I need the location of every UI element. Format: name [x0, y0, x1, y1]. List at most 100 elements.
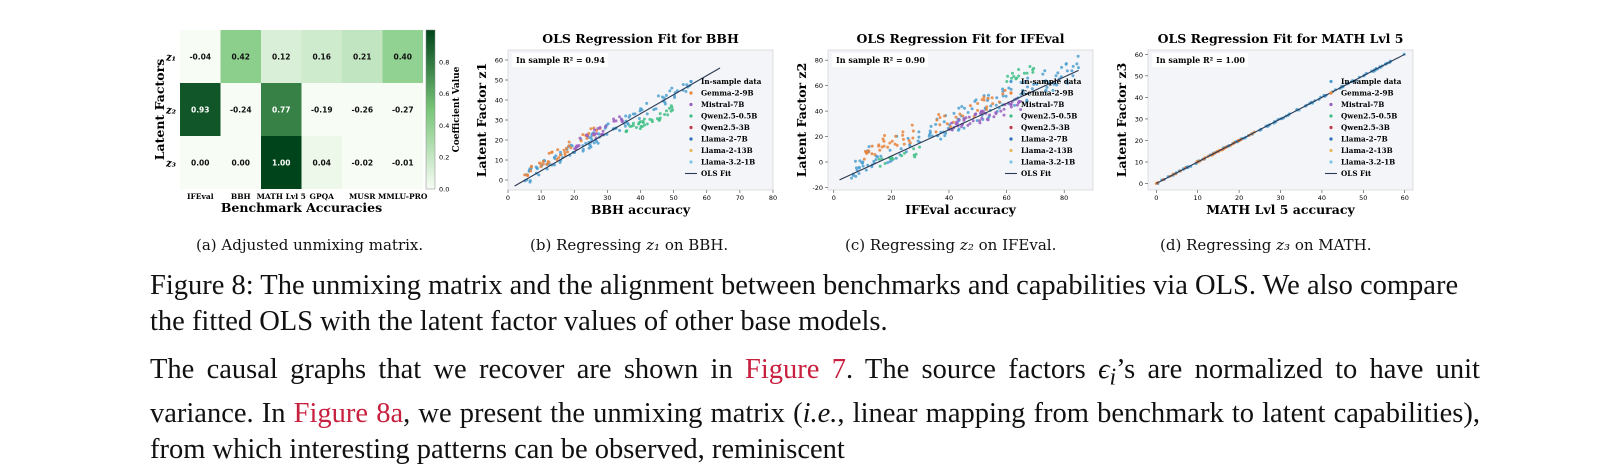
x-tick-label: 0: [1154, 194, 1158, 202]
scatter-point: [1044, 88, 1048, 92]
y-tick-label: 0: [1139, 180, 1143, 188]
scatter-point: [886, 161, 890, 165]
scatter-point: [959, 125, 963, 129]
scatter-point: [865, 150, 869, 154]
legend-label: Qwen2.5-3B: [1341, 123, 1390, 132]
heatmap-cell-label: -0.24: [230, 106, 252, 115]
scatter-panel-math: OLS Regression Fit for MATH Lvl 5 0 10 20 30…: [1110, 30, 1420, 230]
heatmap-col-label: BBH: [231, 192, 251, 201]
scatter-point: [938, 116, 942, 120]
y-tick-label: 50: [495, 77, 503, 85]
scatter-point: [928, 131, 932, 135]
subcaption-a: (a) Adjusted unmixing matrix.: [196, 236, 423, 254]
scatter-point: [639, 124, 643, 128]
subcaption-b-suffix: on BBH.: [660, 236, 729, 254]
y-tick-label: 20: [815, 133, 823, 141]
scatter-point: [556, 148, 560, 152]
scatter-point: [529, 165, 533, 169]
subcaption-d-suffix: on MATH.: [1290, 236, 1372, 254]
legend-label: Llama-2-7B: [1341, 135, 1388, 144]
scatter-point: [567, 140, 571, 144]
scatter-point: [987, 93, 991, 97]
heatmap-cell-label: 0.77: [272, 106, 291, 115]
x-tick-label: 10: [1194, 194, 1202, 202]
scatter-point: [1076, 54, 1080, 58]
scatter-point: [1006, 74, 1010, 78]
scatter-point: [1019, 92, 1023, 96]
scatter-point: [911, 129, 915, 133]
scatter-xlabel: BBH accuracy: [591, 202, 691, 217]
scatter-point: [1025, 71, 1029, 75]
y-tick-label: 20: [1135, 137, 1143, 145]
scatter-point: [547, 151, 551, 155]
scatter-point: [624, 114, 628, 118]
scatter-point: [995, 96, 999, 100]
subcaption-b-prefix: (b) Regressing: [530, 236, 647, 254]
scatter-point: [974, 112, 978, 116]
scatter-point: [593, 133, 597, 137]
scatter-point: [888, 141, 892, 145]
scatter-point: [895, 143, 899, 147]
heatmap-col-label: GPQA: [310, 192, 335, 201]
y-tick-label: 40: [815, 108, 823, 116]
scatter-point: [950, 128, 954, 132]
scatter-title: OLS Regression Fit for BBH: [542, 31, 739, 46]
scatter-point: [986, 96, 990, 100]
scatter-panel-ifeval: OLS Regression Fit for IFEval 0 20 40 60 80 -2…: [790, 30, 1100, 230]
scatter-point: [624, 130, 628, 134]
figure-7-link[interactable]: Figure 7: [745, 354, 846, 385]
legend-marker: [689, 160, 693, 164]
scatter-point: [681, 83, 685, 87]
legend-label: OLS Fit: [1341, 169, 1372, 178]
scatter-point: [537, 173, 541, 177]
scatter-point: [970, 107, 974, 111]
scatter-point: [639, 120, 643, 124]
x-tick-label: 40: [1318, 194, 1326, 202]
scatter-point: [976, 108, 980, 112]
legend-marker: [689, 137, 693, 141]
scatter-point: [550, 150, 554, 154]
scatter-point: [860, 161, 864, 165]
scatter-point: [595, 139, 599, 143]
scatter-point: [575, 144, 579, 148]
x-tick-label: 60: [703, 194, 711, 202]
heatmap-col-label: IFEval: [187, 192, 214, 201]
heatmap-cell-label: 0.40: [393, 53, 412, 62]
scatter-point: [1055, 83, 1059, 87]
scatter-point: [1025, 85, 1029, 89]
scatter-point: [942, 114, 946, 118]
scatter-point: [935, 118, 939, 122]
scatter-point: [957, 106, 961, 110]
scatter-point: [879, 154, 883, 158]
subcaption-b-var: z₁: [646, 236, 661, 254]
scatter-point: [985, 117, 989, 121]
scatter-point: [671, 108, 675, 112]
scatter-point: [1009, 87, 1013, 91]
scatter-point: [962, 126, 966, 130]
scatter-point: [587, 146, 591, 150]
scatter-point: [901, 133, 905, 137]
scatter-point: [1005, 79, 1009, 83]
scatter-point: [918, 145, 922, 149]
heatmap-cell: [342, 83, 383, 136]
y-tick-label: 40: [495, 97, 503, 105]
scatter-point: [569, 146, 573, 150]
scatter-point: [1056, 71, 1060, 75]
scatter-point: [994, 112, 998, 116]
scatter-point: [623, 124, 627, 128]
scatter-point: [854, 166, 858, 170]
scatter-point: [1022, 91, 1026, 95]
legend-marker: [1329, 137, 1333, 141]
colorbar-tick: 0.2: [439, 154, 449, 162]
scatter-point: [628, 124, 632, 128]
scatter-point: [857, 172, 861, 176]
legend-marker: [689, 114, 693, 118]
scatter-point: [597, 132, 601, 136]
figure-8a-link[interactable]: Figure 8a: [293, 397, 404, 429]
scatter-point: [666, 113, 670, 117]
y-tick-label: 0: [499, 177, 503, 185]
heatmap-col-label: MMLU-PRO: [378, 192, 428, 201]
scatter-point: [872, 159, 876, 163]
scatter-point: [864, 168, 868, 172]
scatter-point: [585, 136, 589, 140]
